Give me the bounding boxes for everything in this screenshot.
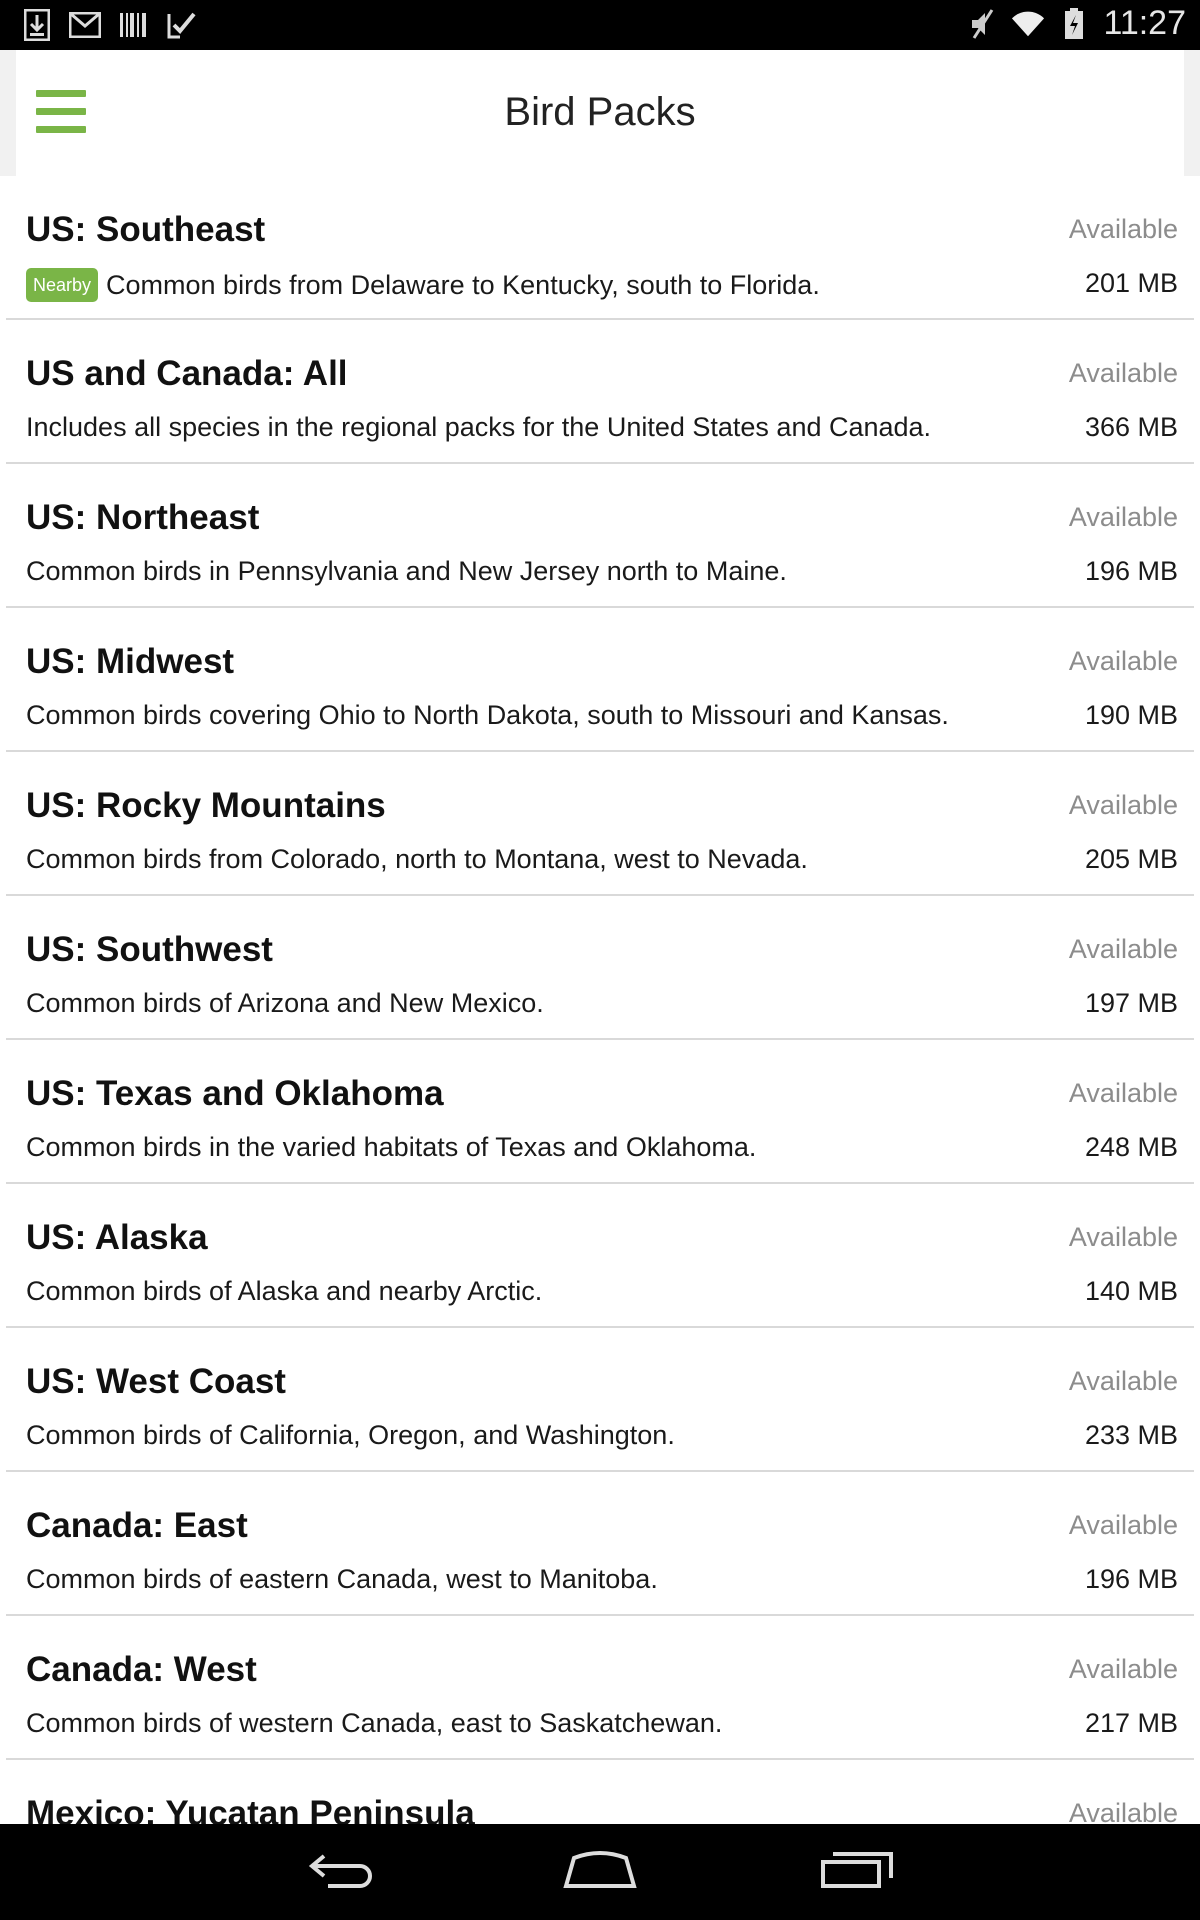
pack-status: Available (1068, 1366, 1178, 1396)
pack-row[interactable]: US: Alaska Available Common birds of Alask… (6, 1184, 1194, 1328)
back-icon[interactable] (298, 1840, 388, 1900)
wifi-icon (1011, 7, 1045, 41)
pack-description-text: Common birds in the varied habitats of T… (26, 1132, 757, 1162)
hamburger-icon[interactable] (36, 90, 88, 136)
pack-size: 248 MB (1084, 1132, 1178, 1162)
navigation-bar (0, 1824, 1200, 1920)
pack-description-text: Common birds of California, Oregon, and … (26, 1420, 675, 1450)
pack-row[interactable]: US: Rocky Mountains Available Common birds… (6, 752, 1194, 896)
pack-row[interactable]: US: Northeast Available Common birds in Pe… (6, 464, 1194, 608)
pack-description: Includes all species in the regional pac… (26, 412, 931, 443)
recents-icon[interactable] (812, 1840, 902, 1900)
pack-description-text: Common birds of eastern Canada, west to … (26, 1564, 658, 1594)
pack-status: Available (1068, 358, 1178, 388)
pack-title: US: Midwest (26, 642, 235, 681)
muted-icon (965, 7, 999, 41)
pack-description: Common birds of California, Oregon, and … (26, 1420, 675, 1451)
pack-description-text: Common birds in Pennsylvania and New Jer… (26, 556, 787, 586)
pack-row[interactable]: Canada: West Available Common birds of wes… (6, 1616, 1194, 1760)
pack-description: Common birds in Pennsylvania and New Jer… (26, 556, 787, 587)
pack-title: Canada: East (26, 1506, 248, 1545)
pack-description-text: Common birds covering Ohio to North Dako… (26, 700, 949, 730)
pack-title: US: Southwest (26, 930, 273, 969)
home-icon[interactable] (555, 1840, 645, 1900)
pack-size: 190 MB (1084, 700, 1178, 730)
clock: 11:27 (1103, 4, 1186, 42)
pack-description: Common birds covering Ohio to North Dako… (26, 700, 949, 731)
pack-row[interactable]: US: West Coast Available Common birds of C… (6, 1328, 1194, 1472)
pack-description-text: Common birds of Alaska and nearby Arctic… (26, 1276, 543, 1306)
pack-title: US: Rocky Mountains (26, 786, 386, 825)
pack-size: 205 MB (1084, 844, 1178, 874)
pack-description: Nearby Common birds from Delaware to Kent… (26, 268, 820, 302)
pack-description-text: Common birds from Delaware to Kentucky, … (106, 269, 820, 300)
pack-row[interactable]: US: Southeast Available Nearby Common birds… (6, 176, 1194, 320)
pack-size: 201 MB (1084, 268, 1178, 298)
pack-size: 196 MB (1084, 556, 1178, 586)
pack-title: Canada: West (26, 1650, 257, 1689)
pack-description-text: Includes all species in the regional pac… (26, 412, 932, 442)
battery-icon (1057, 7, 1091, 41)
pack-description-text: Common birds of western Canada, east to … (26, 1708, 723, 1738)
pack-status: Available (1068, 1798, 1178, 1828)
pack-description-text: Common birds from Colorado, north to Mon… (26, 844, 808, 874)
pack-status: Available (1068, 1654, 1178, 1684)
pack-title: US and Canada: All (26, 354, 348, 393)
pack-title: US: Alaska (26, 1218, 208, 1257)
page-title: Bird Packs (504, 90, 696, 134)
pack-status: Available (1068, 1078, 1178, 1108)
gmail-icon (68, 8, 102, 42)
pack-description: Common birds of Arizona and New Mexico. (26, 988, 544, 1019)
nearby-badge: Nearby (26, 268, 99, 302)
pack-title: US: Southeast (26, 210, 266, 249)
pack-row[interactable]: US: Southwest Available Common birds of Ar… (6, 896, 1194, 1040)
pack-size: 233 MB (1084, 1420, 1178, 1450)
pack-description: Common birds from Colorado, north to Mon… (26, 844, 808, 875)
pack-status: Available (1068, 1222, 1178, 1252)
pack-status: Available (1068, 790, 1178, 820)
pack-size: 197 MB (1084, 988, 1178, 1018)
pack-title: US: Texas and Oklahoma (26, 1074, 444, 1113)
pack-title: US: West Coast (26, 1362, 286, 1401)
pack-size: 196 MB (1084, 1564, 1178, 1594)
app-bar: Bird Packs (16, 50, 1184, 176)
pack-row[interactable]: Canada: East Available Common birds of eas… (6, 1472, 1194, 1616)
pack-status: Available (1068, 934, 1178, 964)
pack-description: Common birds of eastern Canada, west to … (26, 1564, 658, 1595)
pack-size: 140 MB (1084, 1276, 1178, 1306)
pack-size: 366 MB (1084, 412, 1178, 442)
pack-description: Common birds of western Canada, east to … (26, 1708, 722, 1739)
pack-description: Common birds of Alaska and nearby Arctic… (26, 1276, 542, 1307)
pack-status: Available (1068, 502, 1178, 532)
pack-status: Available (1068, 1510, 1178, 1540)
download-icon (20, 8, 54, 42)
checkmark-icon (164, 8, 198, 42)
pack-status: Available (1068, 214, 1178, 244)
pack-row[interactable]: US: Texas and Oklahoma Available Common bi… (6, 1040, 1194, 1184)
pack-row[interactable]: US: Midwest Available Common birds coverin… (6, 608, 1194, 752)
pack-status: Available (1068, 646, 1178, 676)
system-status: 11:27 (965, 4, 1186, 43)
pack-size: 217 MB (1084, 1708, 1178, 1738)
status-bar: 11:27 (0, 0, 1200, 50)
notification-icons (20, 8, 198, 42)
pack-title: US: Northeast (26, 498, 260, 537)
barcode-icon (116, 8, 150, 42)
pack-row[interactable]: US and Canada: All Available Includes all … (6, 320, 1194, 464)
bird-pack-list: US: Southeast Available Nearby Common birds… (0, 176, 1200, 1904)
pack-description-text: Common birds of Arizona and New Mexico. (26, 988, 544, 1018)
pack-description: Common birds in the varied habitats of T… (26, 1132, 756, 1163)
